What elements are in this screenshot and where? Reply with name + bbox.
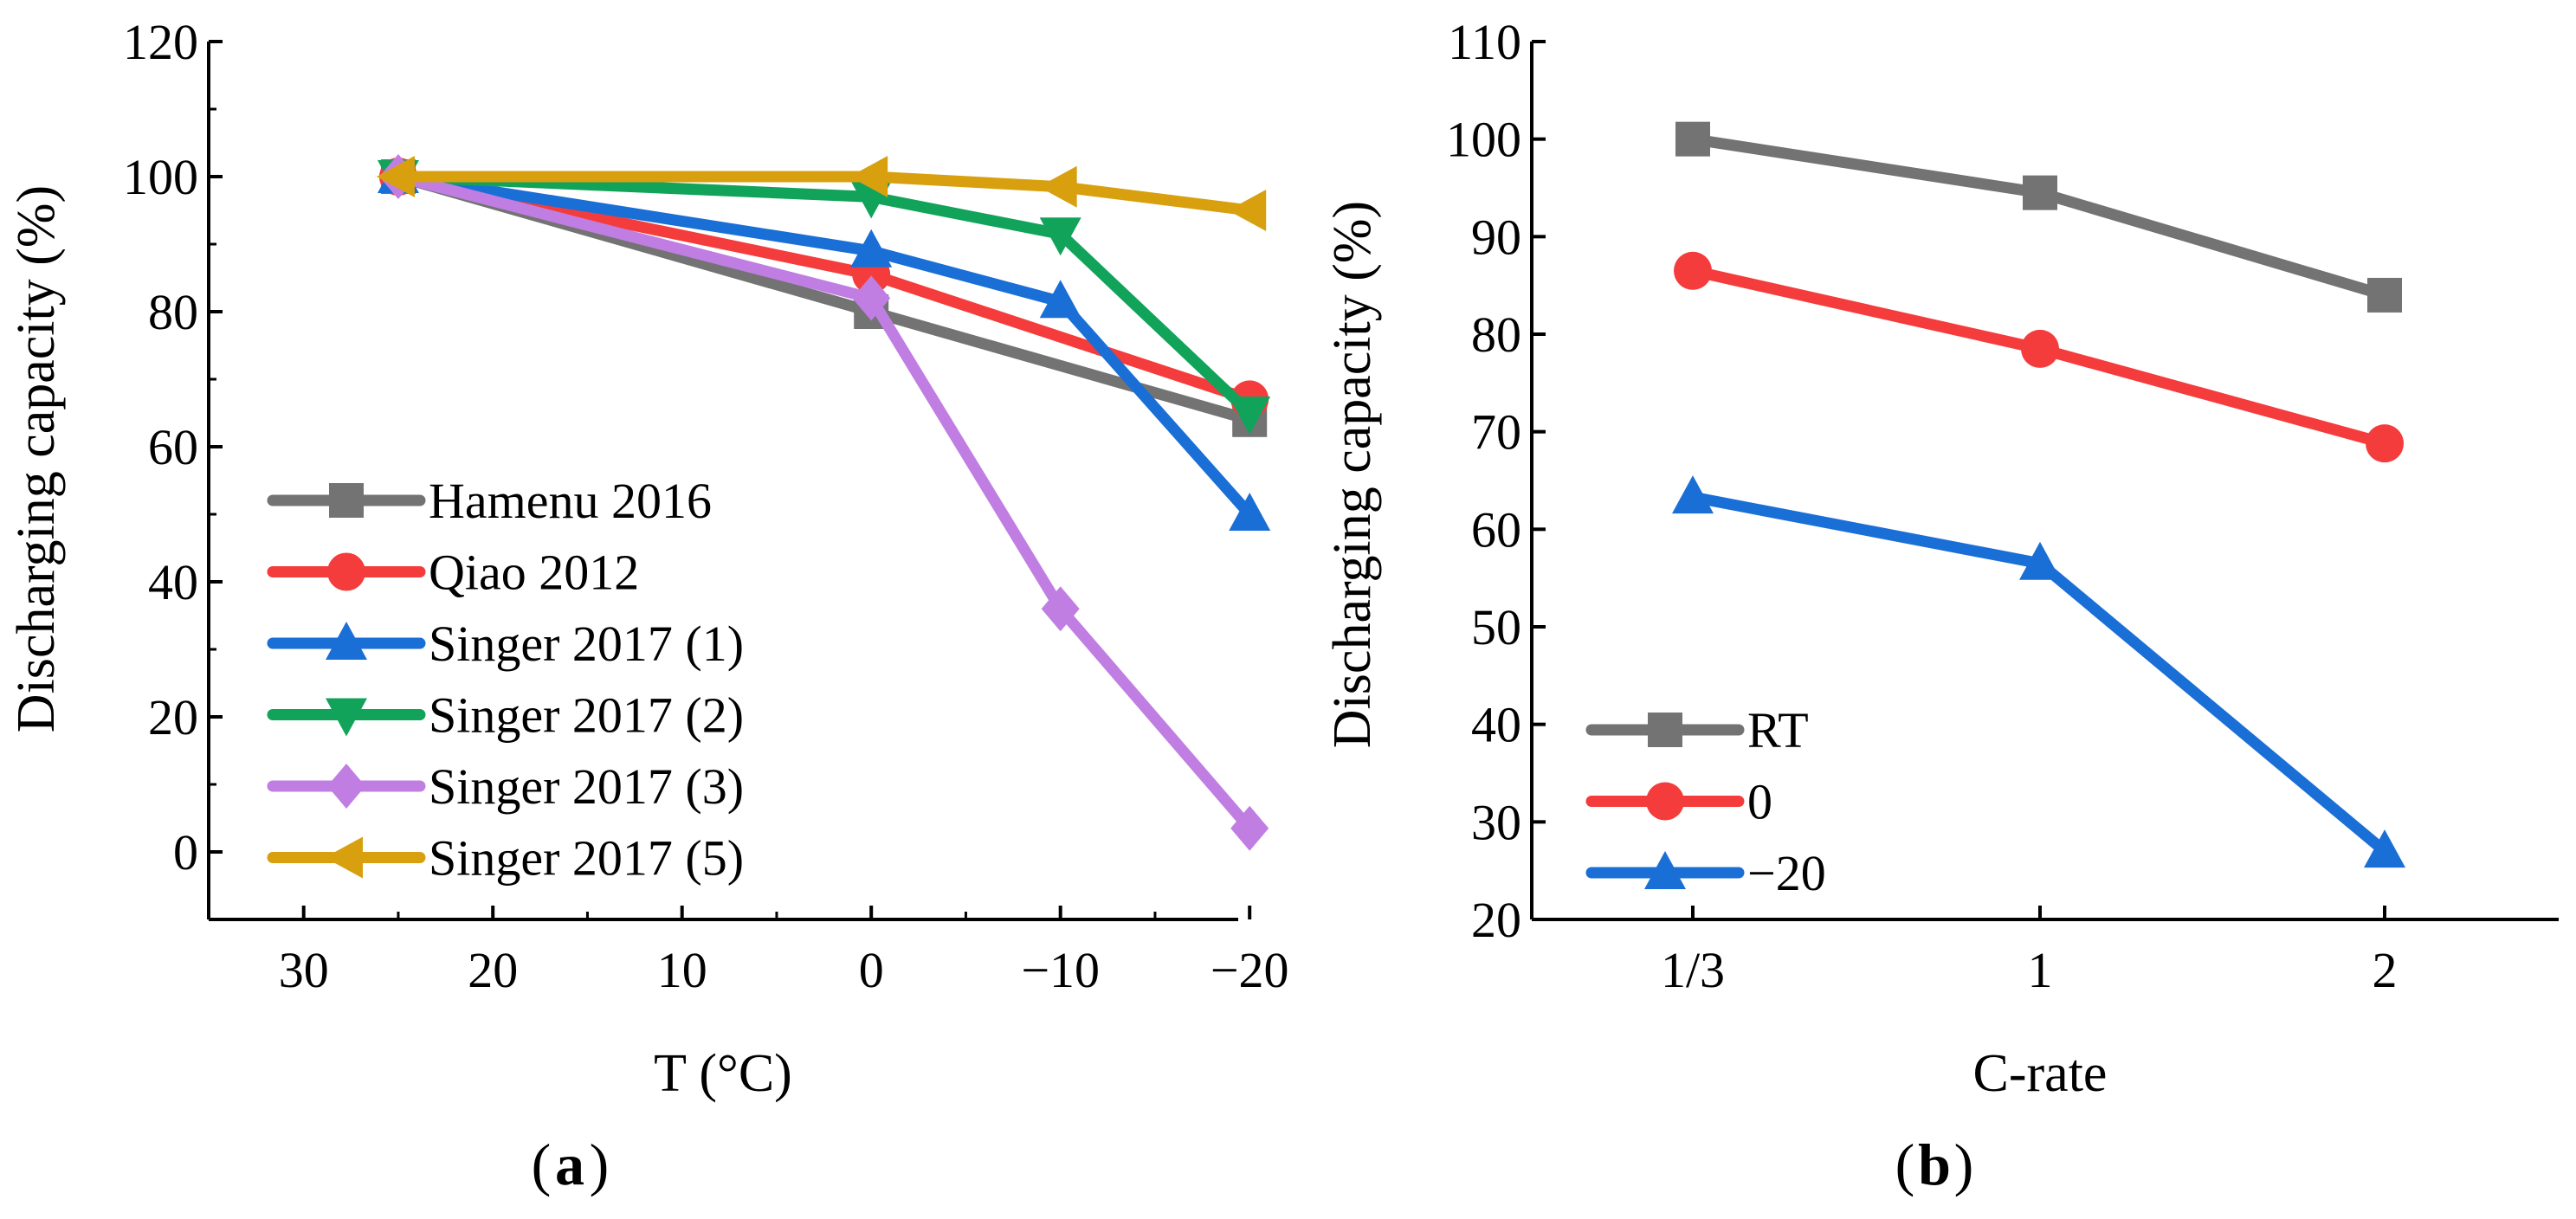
- panel-b-data-point: [1675, 121, 1710, 157]
- panel-b-caption-close: ): [1954, 1132, 1974, 1197]
- panel-a-x-tick-label: 30: [279, 942, 329, 998]
- panel-a-data-point: [1041, 586, 1080, 632]
- panel-a-data-point: [852, 275, 891, 321]
- panel-a-data-point: [1229, 493, 1271, 531]
- panel-b-legend-label: 0: [1747, 774, 1772, 830]
- panel-b-y-tick-label: 60: [1471, 501, 1521, 558]
- panel-b-data-point: [2019, 541, 2061, 580]
- panel-a-series-line: [392, 171, 1256, 216]
- panel-b-x-axis-title: C-rate: [1973, 1044, 2108, 1103]
- panel-b: 20 30 40 50 60 70 80 90 100 110 1/3 1 2 C-rate Dischar…: [1323, 14, 2559, 1103]
- panel-a-series-line: [392, 171, 1256, 419]
- panel-b-x-tick-label: 2: [2373, 942, 2398, 998]
- panel-b-y-tick-label: 110: [1448, 14, 1521, 70]
- panel-b-series-rt: [1675, 121, 2402, 313]
- panel-a-series-line: [392, 171, 1256, 520]
- panel-a-legend-item-singer-2017-3: Singer 2017 (3): [267, 758, 744, 815]
- panel-b-legend-item-rt: RT: [1585, 702, 1809, 758]
- panel-b-data-point: [2367, 277, 2402, 313]
- panel-b-legend-marker: [1646, 782, 1684, 821]
- panel-a-data-point: [1228, 190, 1267, 231]
- panel-a-legend-marker: [327, 552, 365, 591]
- panel-a-legend-item-qiao-2012: Qiao 2012: [267, 545, 639, 601]
- panel-a-legend-marker: [329, 483, 364, 518]
- panel-a-data-point: [1038, 165, 1077, 208]
- panel-b-data-point: [2021, 329, 2059, 368]
- panel-b-y-tick-label: 90: [1471, 209, 1521, 265]
- panel-a-legend-marker: [325, 836, 363, 879]
- panel-a-legend-label: Singer 2017 (3): [429, 758, 744, 815]
- panel-a-data-point: [1039, 280, 1081, 319]
- panel-a-data-point: [1039, 217, 1081, 256]
- panel-a-x-tick-label: −20: [1211, 942, 1289, 998]
- panel-b-data-point: [1672, 475, 1714, 514]
- panel-b-y-tick-label: 70: [1471, 404, 1521, 461]
- panel-b-legend-label: RT: [1747, 702, 1809, 758]
- panel-a-legend-item-singer-2017-5: Singer 2017 (5): [267, 830, 744, 887]
- panel-a-y-tick-label: 80: [148, 284, 198, 340]
- panel-b-y-tick-label: 30: [1471, 794, 1521, 850]
- panel-a-series-singer-2017-5: [376, 156, 1267, 231]
- panel-a-legend-label: Qiao 2012: [429, 545, 639, 601]
- panel-a-legend-marker: [327, 764, 365, 809]
- panel-b-series-20: [1672, 475, 2405, 868]
- panel-a-legend-marker: [326, 622, 367, 660]
- panel-b-y-tick-label: 50: [1471, 599, 1521, 655]
- panel-b-data-point: [2366, 424, 2404, 463]
- panel-a-legend-item-singer-2017-2: Singer 2017 (2): [267, 687, 744, 744]
- panel-a-legend-label: Singer 2017 (1): [429, 616, 744, 672]
- panel-a-data-point: [850, 229, 893, 268]
- panel-b-legend-marker: [1644, 851, 1686, 889]
- panel-a-y-tick-label: 100: [123, 149, 198, 205]
- panel-a-y-tick-label: 120: [123, 14, 198, 70]
- panel-b-data-point: [1674, 251, 1712, 290]
- panel-b-x-tick-label: 1/3: [1661, 942, 1725, 998]
- panel-a-y-tick-label: 60: [148, 419, 198, 475]
- panel-a-y-tick-label: 20: [148, 689, 198, 745]
- panel-a-x-tick-label: −10: [1021, 942, 1100, 998]
- panel-a-caption-close: ): [590, 1132, 610, 1197]
- panel-a-legend-label: Singer 2017 (5): [429, 830, 744, 887]
- panel-a-legend-label: Hamenu 2016: [429, 473, 712, 529]
- panel-a-series-singer-2017-1: [377, 155, 1271, 531]
- panel-b-series-0: [1674, 251, 2404, 463]
- panel-a-legend-item-hamenu-2016: Hamenu 2016: [267, 473, 712, 529]
- panel-a-legend-item-singer-2017-1: Singer 2017 (1): [267, 616, 744, 672]
- panel-b-caption-open: (: [1895, 1132, 1915, 1197]
- panel-a-caption-open: (: [532, 1132, 552, 1197]
- panel-b-legend-label: −20: [1747, 845, 1826, 901]
- panel-a-caption-letter: a: [555, 1132, 584, 1197]
- panel-a-x-axis-title: T (°C): [654, 1044, 792, 1103]
- panel-b-legend-marker: [1648, 713, 1682, 747]
- panel-b-y-tick-label: 80: [1471, 306, 1521, 363]
- panel-a-data-point: [1230, 805, 1269, 851]
- panel-a-data-point: [1229, 397, 1271, 435]
- panel-b-series-line: [1687, 133, 2391, 301]
- panel-b-y-tick-label: 20: [1471, 892, 1521, 948]
- panel-a-legend-label: Singer 2017 (2): [429, 687, 744, 744]
- panel-a-x-tick-label: 20: [468, 942, 518, 998]
- panel-a-x-tick-label: 10: [657, 942, 707, 998]
- panel-a-data-point: [376, 156, 415, 197]
- panel-b-y-tick-label: 100: [1446, 112, 1521, 168]
- panel-b-caption-letter: b: [1918, 1132, 1951, 1197]
- panel-b-x-tick-label: 1: [2028, 942, 2053, 998]
- panel-a-y-axis-title: Discharging capacity (%): [7, 185, 66, 732]
- panel-b-y-tick-label: 40: [1471, 697, 1521, 753]
- panel-b-data-point: [2364, 829, 2405, 868]
- panel-a-data-point: [849, 156, 888, 197]
- panel-a-series-line: [392, 171, 1256, 835]
- panel-a-legend-marker: [326, 698, 367, 737]
- panel-a-y-tick-label: 40: [148, 554, 198, 610]
- panel-b-legend-item-0: 0: [1585, 774, 1772, 830]
- panel-b-legend-item-20: −20: [1585, 845, 1826, 901]
- panel-b-y-axis-title: Discharging capacity (%): [1323, 201, 1382, 748]
- panel-b-data-point: [2023, 175, 2057, 210]
- panel-a-series-singer-2017-3: [378, 154, 1269, 851]
- panel-a-x-tick-label: 0: [859, 942, 884, 998]
- panel-a-y-tick-label: 0: [173, 824, 198, 880]
